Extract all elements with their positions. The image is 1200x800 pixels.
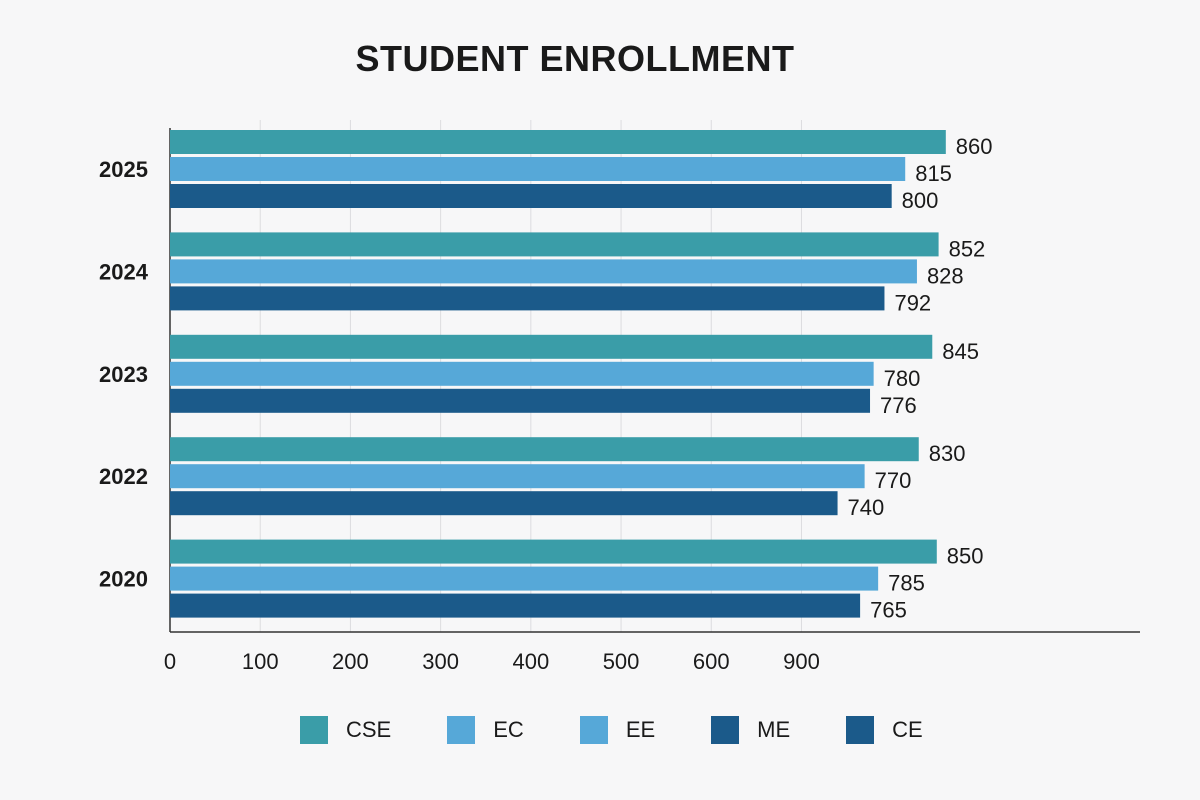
data-label: 765 xyxy=(870,598,907,623)
x-tick-label: 300 xyxy=(422,649,459,674)
legend-label-ec: EC xyxy=(493,717,524,742)
bar xyxy=(170,334,933,359)
legend-swatch-ec xyxy=(447,716,476,744)
legend-label-cse: CSE xyxy=(346,717,392,742)
data-label: 850 xyxy=(947,544,984,569)
legend-item-ce: CE xyxy=(846,716,923,744)
bar xyxy=(170,593,861,618)
x-tick-label: 900 xyxy=(783,649,820,674)
x-tick-label: 500 xyxy=(603,649,640,674)
legend-swatch-ce xyxy=(846,716,875,744)
legend-swatch-cse xyxy=(300,716,328,744)
bar xyxy=(170,437,919,462)
bar xyxy=(170,157,906,181)
bar xyxy=(170,539,937,564)
legend-item-me: ME xyxy=(711,716,790,744)
bar xyxy=(170,232,939,257)
y-category-label: 2024 xyxy=(99,259,149,284)
y-category-label: 2025 xyxy=(99,157,148,182)
data-label: 776 xyxy=(880,393,917,418)
data-label: 845 xyxy=(942,339,979,364)
legend-item-ec: EC xyxy=(447,716,524,744)
bar xyxy=(170,361,874,386)
y-category-label: 2020 xyxy=(99,567,148,592)
data-label: 800 xyxy=(902,188,939,213)
bar xyxy=(170,566,879,591)
bar xyxy=(170,388,871,413)
legend-swatch-ee xyxy=(579,716,608,744)
bar xyxy=(170,286,885,311)
x-tick-label: 600 xyxy=(693,649,730,674)
x-tick-label: 200 xyxy=(332,649,369,674)
y-category-label: 2022 xyxy=(99,464,148,489)
data-label: 792 xyxy=(894,290,931,315)
x-tick-label: 100 xyxy=(242,649,279,674)
legend-swatch-me xyxy=(711,716,740,744)
chart-title: STUDENT ENROLLMENT xyxy=(355,38,795,79)
data-label: 830 xyxy=(929,441,966,466)
bar xyxy=(170,259,917,284)
legend-item-cse: CSE xyxy=(300,716,391,744)
data-label: 828 xyxy=(927,263,964,288)
chart-legend: CSE EC EE ME CE xyxy=(300,716,979,744)
bar xyxy=(170,491,838,516)
bar xyxy=(170,130,946,154)
data-label: 770 xyxy=(875,468,912,493)
bar xyxy=(170,464,865,489)
x-tick-label: 0 xyxy=(164,649,176,674)
y-category-label: 2023 xyxy=(99,362,148,387)
data-label: 815 xyxy=(915,161,952,186)
legend-item-ee: EE xyxy=(579,716,656,744)
legend-label-ee: EE xyxy=(625,717,656,742)
data-label: 860 xyxy=(956,134,993,159)
data-label: 740 xyxy=(848,495,885,520)
legend-label-ce: CE xyxy=(892,717,923,742)
data-label: 785 xyxy=(888,571,925,596)
bar xyxy=(170,184,892,208)
data-label: 780 xyxy=(884,366,921,391)
x-tick-label: 400 xyxy=(512,649,549,674)
legend-label-me: ME xyxy=(757,717,791,742)
data-label: 852 xyxy=(949,236,986,261)
